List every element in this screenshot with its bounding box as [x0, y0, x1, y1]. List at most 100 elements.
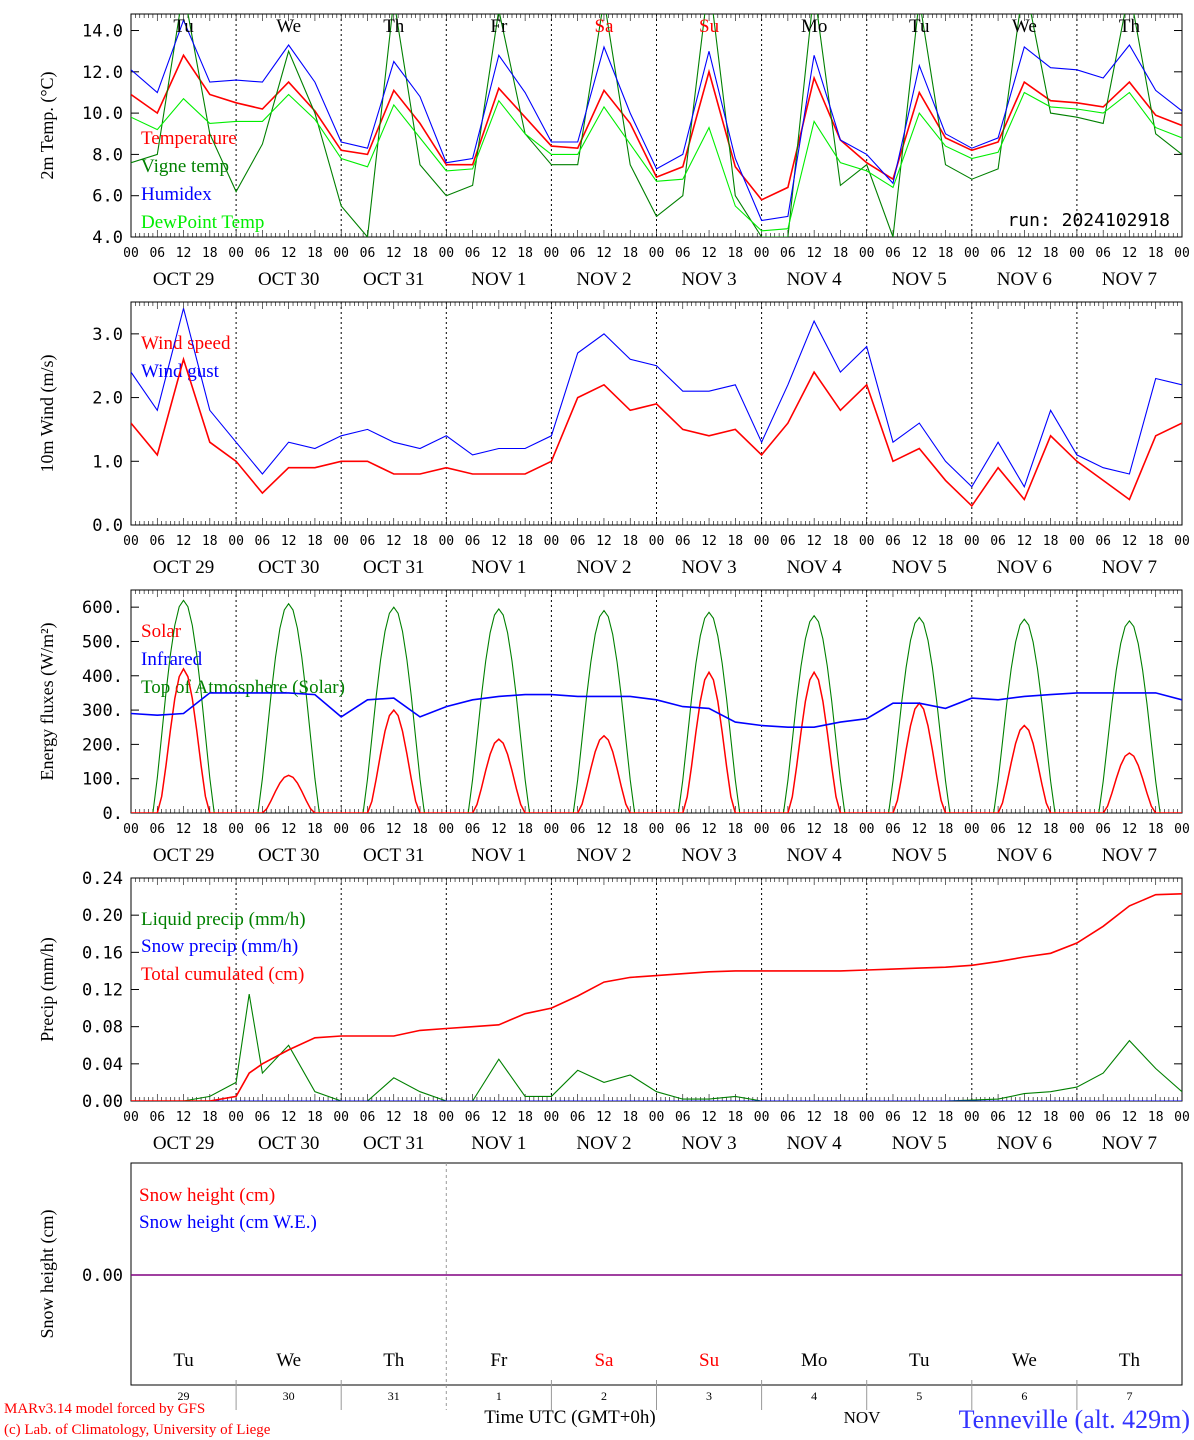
hour-label: 18 [1148, 534, 1164, 549]
hour-label: 00 [649, 1110, 665, 1125]
y-tick-label: 0.00 [82, 1266, 123, 1286]
hour-label: 12 [806, 822, 822, 837]
legend-entry: Snow height (cm W.E.) [139, 1212, 317, 1233]
hour-label: 18 [412, 534, 428, 549]
run-label: run: 2024102918 [1007, 210, 1170, 231]
hour-label: 00 [438, 822, 454, 837]
hour-label: 06 [675, 246, 691, 261]
hour-label: 18 [1148, 1110, 1164, 1125]
date-label: NOV 6 [997, 269, 1052, 290]
day-name-bottom: Tu [173, 1350, 194, 1371]
hour-label: 00 [1174, 246, 1190, 261]
hour-label: 00 [859, 534, 875, 549]
panel-5: 0.00 Snow height (cm) Snow height (cm) Snow… [37, 1162, 1183, 1410]
hour-label: 18 [622, 534, 638, 549]
date-label: NOV 1 [471, 557, 526, 578]
day-number: 2 [601, 1389, 607, 1403]
day-name-bottom: Tu [909, 1350, 930, 1371]
date-label: NOV 5 [892, 1133, 947, 1154]
hour-label: 12 [911, 822, 927, 837]
legend-entry: DewPoint Temp [141, 212, 264, 233]
series-liquid-precip-mm-h- [131, 994, 1182, 1101]
hour-label: 18 [938, 1110, 954, 1125]
hour-label: 18 [412, 246, 428, 261]
hour-label: 12 [386, 246, 402, 261]
footer-model-credit: MARv3.14 model forced by GFS [4, 1401, 205, 1417]
series-humidex [131, 18, 1182, 222]
date-label: NOV 4 [787, 1133, 843, 1154]
hour-label: 18 [833, 822, 849, 837]
hour-label: 18 [1043, 534, 1059, 549]
day-name-top: We [1012, 16, 1037, 37]
legend-entry: Snow precip (mm/h) [141, 936, 298, 957]
y-tick-label: 6.0 [92, 187, 123, 207]
date-label: OCT 29 [153, 845, 214, 866]
hour-label: 06 [780, 534, 796, 549]
hour-label: 00 [544, 246, 560, 261]
hour-label: 06 [149, 534, 165, 549]
hour-label: 00 [333, 534, 349, 549]
day-name-bottom: Fr [490, 1350, 508, 1371]
hour-label: 00 [1069, 534, 1085, 549]
hour-label: 18 [202, 822, 218, 837]
y-axis-label: Snow height (cm) [37, 1210, 58, 1339]
hour-label: 06 [255, 246, 271, 261]
legend-entry: Temperature [141, 128, 237, 149]
hour-label: 18 [517, 1110, 533, 1125]
hour-label: 12 [491, 246, 507, 261]
date-label: NOV 7 [1102, 1133, 1157, 1154]
hour-label: 12 [1122, 534, 1138, 549]
date-label: NOV 2 [576, 845, 631, 866]
hour-label: 18 [727, 822, 743, 837]
date-label: NOV 5 [892, 845, 947, 866]
hour-label: 12 [491, 534, 507, 549]
hour-label: 06 [990, 1110, 1006, 1125]
date-label: NOV 4 [787, 269, 843, 290]
y-tick-label: 400. [82, 667, 123, 687]
day-number: 7 [1126, 1389, 1132, 1403]
y-tick-label: 2.0 [92, 389, 123, 409]
hour-label: 18 [517, 822, 533, 837]
date-label: NOV 6 [997, 845, 1052, 866]
hour-label: 06 [780, 1110, 796, 1125]
hour-label: 06 [360, 822, 376, 837]
y-tick-label: 200. [82, 735, 123, 755]
hour-label: 06 [990, 246, 1006, 261]
hour-label: 00 [333, 1110, 349, 1125]
y-tick-label: 300. [82, 701, 123, 721]
day-name-top: Tu [173, 16, 194, 37]
date-label: NOV 2 [576, 1133, 631, 1154]
hour-label: 06 [465, 822, 481, 837]
hour-label: 06 [570, 534, 586, 549]
legend-entry: Infrared [141, 649, 203, 670]
date-label: OCT 30 [258, 1133, 319, 1154]
y-tick-label: 14.0 [82, 22, 123, 42]
y-tick-label: 500. [82, 632, 123, 652]
hour-label: 06 [570, 822, 586, 837]
hour-label: 06 [675, 534, 691, 549]
series-dewpoint-temp [131, 91, 1182, 232]
hour-label: 00 [859, 246, 875, 261]
y-tick-label: 0. [103, 804, 123, 824]
hour-label: 00 [754, 534, 770, 549]
hour-label: 12 [281, 822, 297, 837]
day-name-bottom: Su [699, 1350, 720, 1371]
legend-entry: Solar [141, 621, 182, 642]
hour-label: 00 [754, 1110, 770, 1125]
hour-label: 00 [754, 246, 770, 261]
hour-label: 18 [517, 246, 533, 261]
hour-label: 00 [1069, 1110, 1085, 1125]
hour-label: 12 [491, 822, 507, 837]
hour-label: 00 [859, 822, 875, 837]
hour-label: 06 [255, 822, 271, 837]
plot-area [131, 893, 1182, 1101]
y-tick-label: 0.00 [82, 1092, 123, 1112]
hour-label: 12 [596, 1110, 612, 1125]
hour-label: 12 [176, 822, 192, 837]
date-label: OCT 31 [363, 557, 424, 578]
station-location: Tenneville (alt. 429m) [959, 1405, 1190, 1434]
hour-label: 06 [885, 822, 901, 837]
date-label: NOV 3 [682, 845, 737, 866]
date-label: OCT 30 [258, 557, 319, 578]
panel-4: 0.00 0.04 0.08 0.12 0.16 0.20 0.24 Precip (mm/h… [37, 869, 1190, 1154]
